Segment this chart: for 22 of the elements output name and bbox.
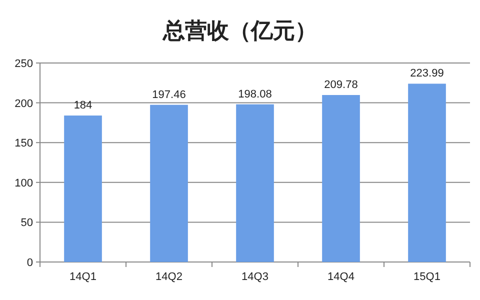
bar [236, 104, 274, 262]
data-label: 223.99 [410, 68, 444, 80]
bar [322, 95, 360, 262]
x-tick-label: 14Q3 [242, 271, 268, 283]
data-label: 209.78 [324, 79, 358, 92]
y-tick-label: 100 [14, 177, 33, 190]
x-tick-label: 14Q4 [328, 271, 354, 283]
y-tick-label: 0 [26, 257, 33, 269]
chart-title: 总营收（亿元） [162, 18, 317, 43]
data-label: 198.08 [238, 88, 272, 100]
bar [64, 116, 102, 262]
y-tick-label: 250 [14, 58, 33, 70]
bar [150, 104, 188, 262]
x-tick-label: 14Q2 [156, 271, 182, 283]
y-tick-label: 200 [14, 98, 33, 110]
data-label: 197.46 [152, 88, 186, 101]
y-tick-label: 150 [14, 138, 33, 150]
x-tick-label: 15Q1 [414, 271, 440, 283]
data-label: 184 [74, 100, 92, 112]
y-tick-label: 50 [20, 217, 33, 230]
bar [408, 84, 446, 262]
x-tick-label: 14Q1 [70, 271, 96, 283]
